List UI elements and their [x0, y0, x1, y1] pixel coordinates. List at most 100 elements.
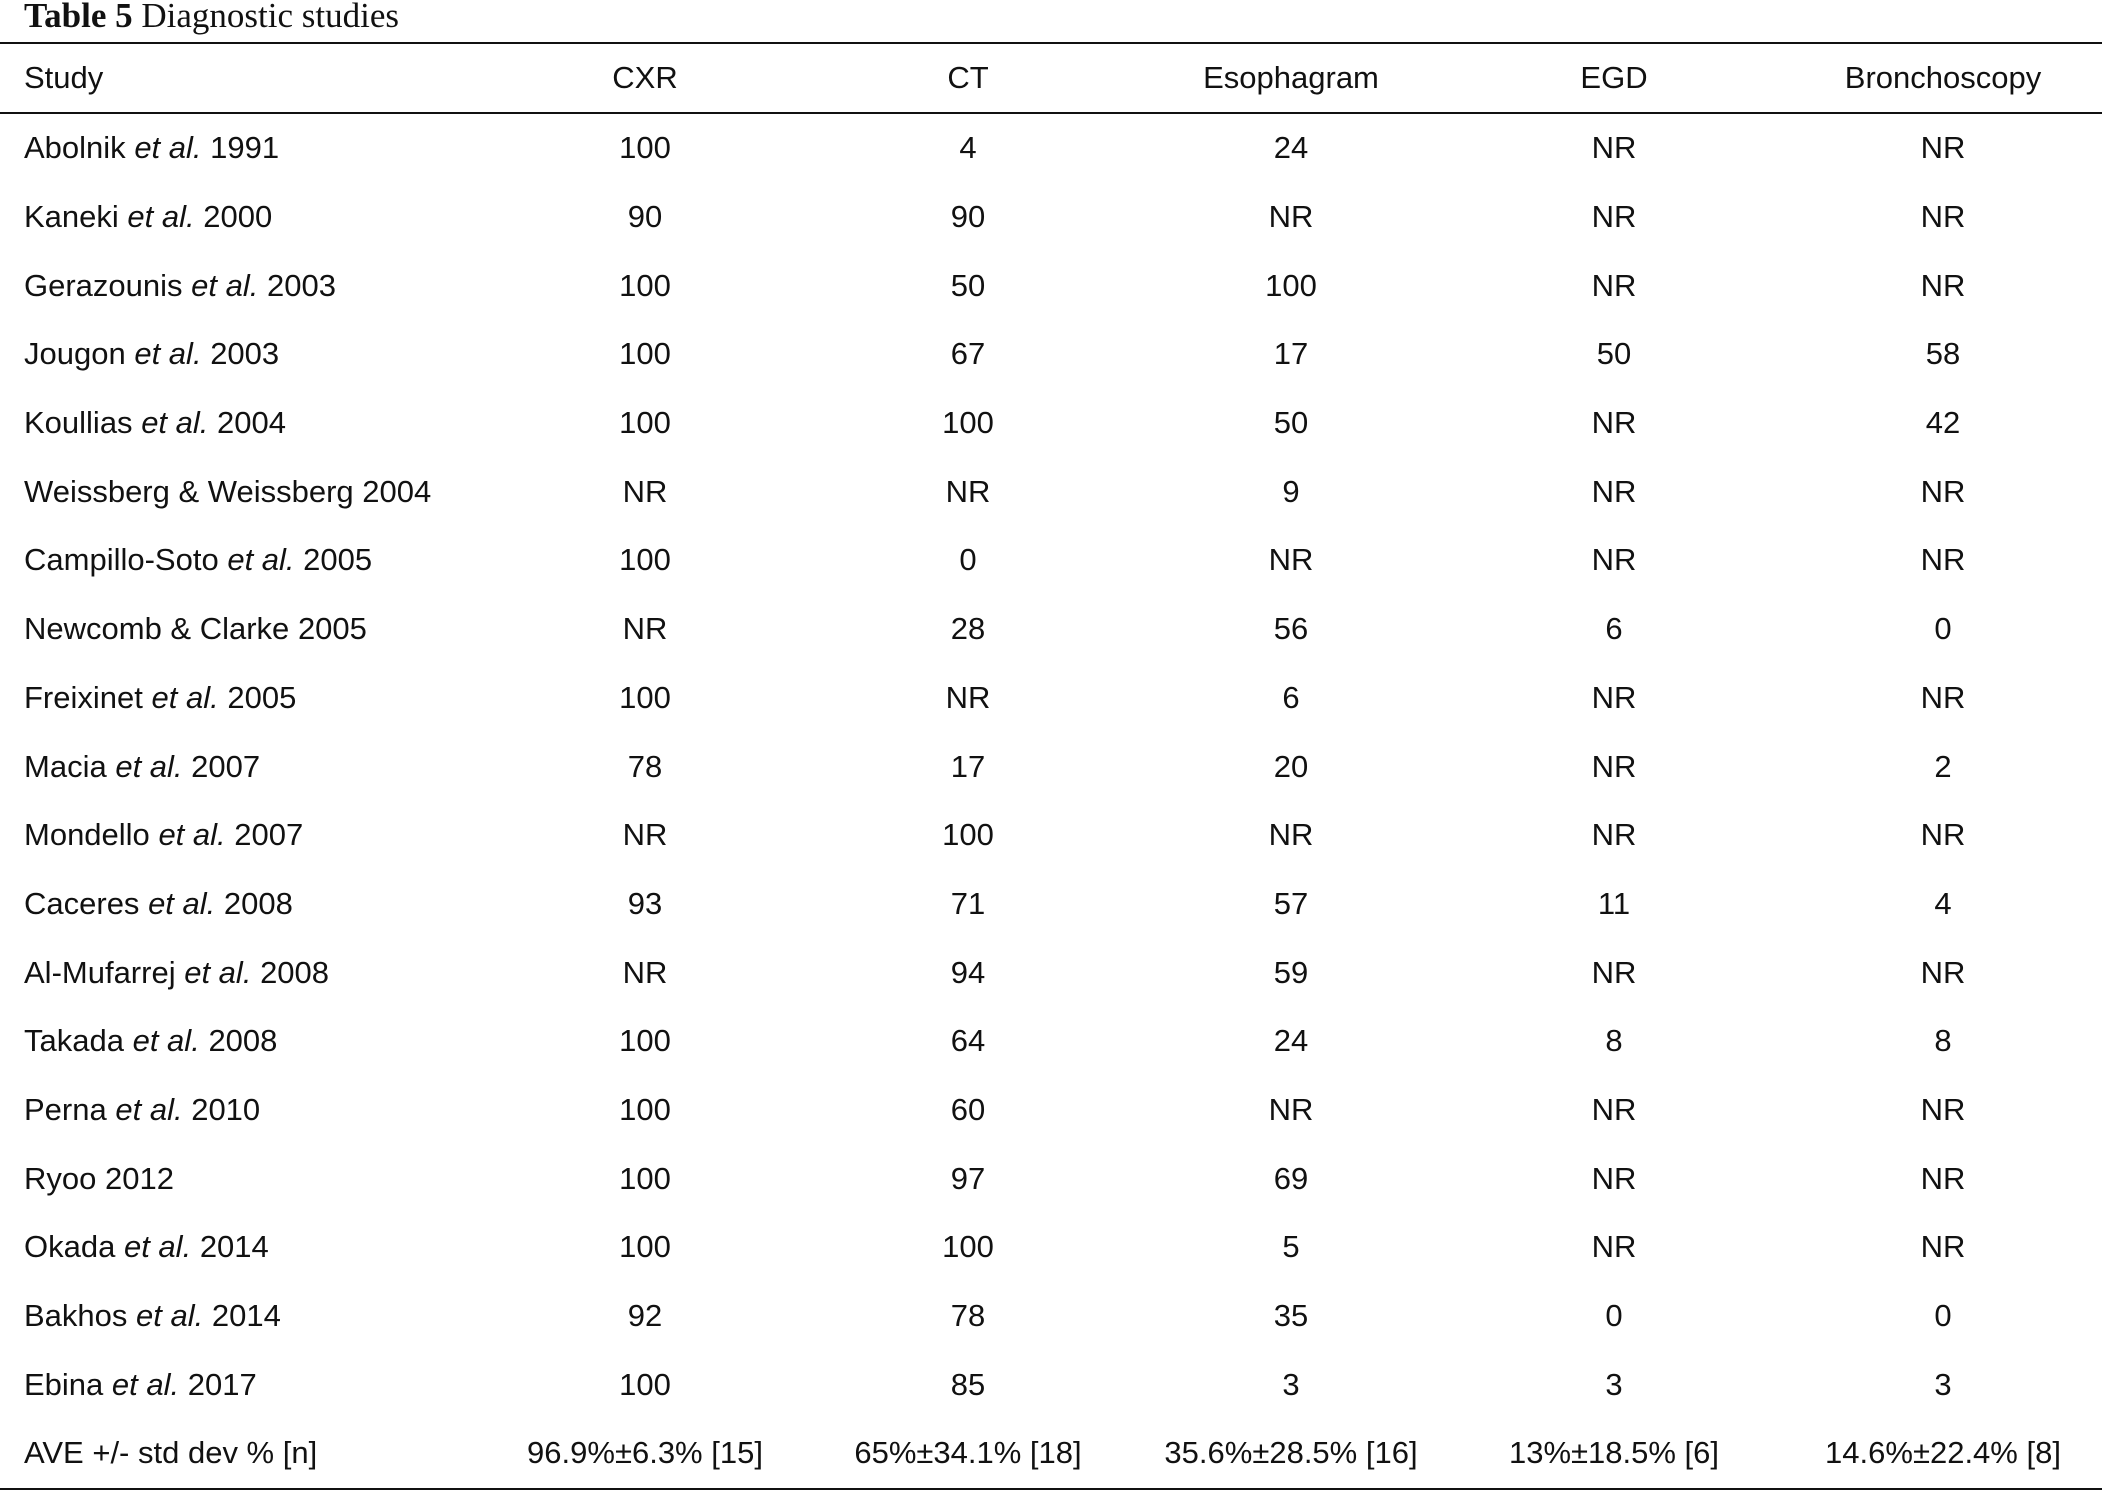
- study-year: 2004: [362, 473, 432, 509]
- study-author: Macia: [24, 748, 107, 784]
- study-cell: Campillo-Soto et al. 2005: [0, 526, 492, 595]
- study-year: 2000: [203, 199, 273, 235]
- study-author: Bakhos: [24, 1298, 128, 1334]
- table-row: Newcomb & Clarke 2005 NR 28 56 6 0: [0, 595, 2102, 664]
- table-row: Jougon et al. 2003 100 67 17 50 58: [0, 320, 2102, 389]
- esophagram-cell: 17: [1273, 336, 1309, 372]
- study-year: 2014: [199, 1229, 269, 1265]
- table-row: Okada et al. 2014 100 100 5 NR NR: [0, 1213, 2102, 1282]
- study-cell: Bakhos et al. 2014: [0, 1282, 492, 1351]
- table-row: Gerazounis et al. 2003 100 50 100 NR NR: [0, 251, 2102, 320]
- esophagram-cell: 57: [1273, 885, 1309, 921]
- ct-cell: 64: [950, 1023, 986, 1059]
- ct-cell: 100: [942, 405, 994, 441]
- study-year: 2005: [303, 542, 373, 578]
- study-et-al: et al.: [184, 954, 252, 990]
- ct-cell: 17: [950, 748, 986, 784]
- header-row: Study CXR CT Esophagram EGD Bronchoscopy: [0, 43, 2102, 114]
- ct-cell: 50: [950, 267, 986, 303]
- egd-cell: NR: [1591, 199, 1637, 235]
- ct-cell: 94: [950, 954, 986, 990]
- study-author: Campillo-Soto: [24, 542, 219, 578]
- cxr-cell: 100: [619, 679, 671, 715]
- study-author: Freixinet: [24, 679, 143, 715]
- summary-egd-cell: 13%±18.5% [6]: [1508, 1435, 1720, 1471]
- egd-cell: NR: [1591, 473, 1637, 509]
- study-author: Jougon: [24, 336, 126, 372]
- bronchoscopy-cell: 42: [1925, 405, 1961, 441]
- bronchoscopy-cell: NR: [1920, 817, 1966, 853]
- table-label: Table 5: [24, 0, 133, 35]
- esophagram-cell: 100: [1265, 267, 1317, 303]
- egd-cell: NR: [1591, 267, 1637, 303]
- bronchoscopy-cell: 0: [1934, 611, 1952, 647]
- esophagram-cell: 69: [1273, 1160, 1309, 1196]
- cxr-cell: 78: [627, 748, 663, 784]
- study-et-al: et al.: [115, 748, 183, 784]
- study-cell: Newcomb & Clarke 2005: [0, 595, 492, 664]
- study-cell: Okada et al. 2014: [0, 1213, 492, 1282]
- study-year: 2007: [191, 748, 261, 784]
- egd-cell: NR: [1591, 130, 1637, 166]
- cxr-cell: NR: [622, 954, 668, 990]
- study-et-al: et al.: [134, 336, 202, 372]
- esophagram-cell: 59: [1273, 954, 1309, 990]
- table-title: Diagnostic studies: [141, 0, 399, 35]
- study-year: 2005: [297, 611, 367, 647]
- study-et-al: et al.: [127, 199, 195, 235]
- table-row: Campillo-Soto et al. 2005 100 0 NR NR NR: [0, 526, 2102, 595]
- ct-cell: 85: [950, 1366, 986, 1402]
- study-year: 2003: [267, 267, 336, 303]
- cxr-cell: 100: [619, 405, 671, 441]
- egd-cell: NR: [1591, 679, 1637, 715]
- study-year: 2014: [211, 1298, 281, 1334]
- study-author: Weissberg & Weissberg: [24, 473, 354, 509]
- cxr-cell: 100: [619, 1160, 671, 1196]
- study-year: 2008: [223, 885, 293, 921]
- table-row: Kaneki et al. 2000 90 90 NR NR NR: [0, 183, 2102, 252]
- summary-cxr-cell: 96.9%±6.3% [15]: [527, 1435, 763, 1471]
- study-author: Okada: [24, 1229, 116, 1265]
- study-cell: Perna et al. 2010: [0, 1076, 492, 1145]
- egd-cell: NR: [1591, 1229, 1637, 1265]
- ct-cell: 60: [950, 1091, 986, 1127]
- summary-esophagram-cell: 35.6%±28.5% [16]: [1164, 1435, 1418, 1471]
- table-row: Al-Mufarrej et al. 2008 NR 94 59 NR NR: [0, 938, 2102, 1007]
- bronchoscopy-cell: 3: [1934, 1366, 1952, 1402]
- cxr-cell: 100: [619, 542, 671, 578]
- ct-cell: 4: [959, 130, 977, 166]
- esophagram-cell: 35: [1273, 1298, 1309, 1334]
- table-row: Weissberg & Weissberg 2004 NR NR 9 NR NR: [0, 457, 2102, 526]
- study-year: 2017: [187, 1366, 257, 1402]
- study-et-al: et al.: [191, 267, 259, 303]
- column-header-study: Study: [0, 43, 492, 114]
- egd-cell: 0: [1605, 1298, 1623, 1334]
- egd-cell: 8: [1605, 1023, 1623, 1059]
- ct-cell: 100: [942, 817, 994, 853]
- table-row: Caceres et al. 2008 93 71 57 11 4: [0, 870, 2102, 939]
- egd-cell: NR: [1591, 1160, 1637, 1196]
- cxr-cell: 90: [627, 199, 663, 235]
- study-year: 2003: [210, 336, 280, 372]
- ct-cell: NR: [945, 679, 991, 715]
- study-cell: Kaneki et al. 2000: [0, 183, 492, 252]
- ct-cell: 100: [942, 1229, 994, 1265]
- column-header-cxr: CXR: [492, 43, 798, 114]
- bronchoscopy-cell: NR: [1920, 267, 1966, 303]
- study-author: Abolnik: [24, 130, 126, 166]
- cxr-cell: 100: [619, 1091, 671, 1127]
- bronchoscopy-cell: NR: [1920, 954, 1966, 990]
- study-cell: Mondello et al. 2007: [0, 801, 492, 870]
- column-header-ct: CT: [798, 43, 1138, 114]
- study-year: 2008: [260, 954, 330, 990]
- study-et-al: et al.: [136, 1298, 204, 1334]
- study-cell: Ebina et al. 2017: [0, 1350, 492, 1419]
- study-cell: Takada et al. 2008: [0, 1007, 492, 1076]
- table-row: Mondello et al. 2007 NR 100 NR NR NR: [0, 801, 2102, 870]
- bronchoscopy-cell: NR: [1920, 542, 1966, 578]
- bronchoscopy-cell: 2: [1934, 748, 1952, 784]
- study-cell: Jougon et al. 2003: [0, 320, 492, 389]
- study-et-al: et al.: [227, 542, 295, 578]
- study-author: Kaneki: [24, 199, 119, 235]
- table-caption: Table 5 Diagnostic studies: [24, 0, 399, 35]
